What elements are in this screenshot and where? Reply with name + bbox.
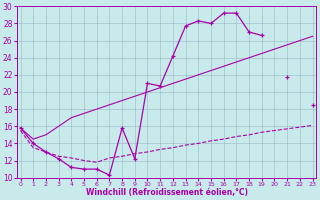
X-axis label: Windchill (Refroidissement éolien,°C): Windchill (Refroidissement éolien,°C) [85,188,248,197]
